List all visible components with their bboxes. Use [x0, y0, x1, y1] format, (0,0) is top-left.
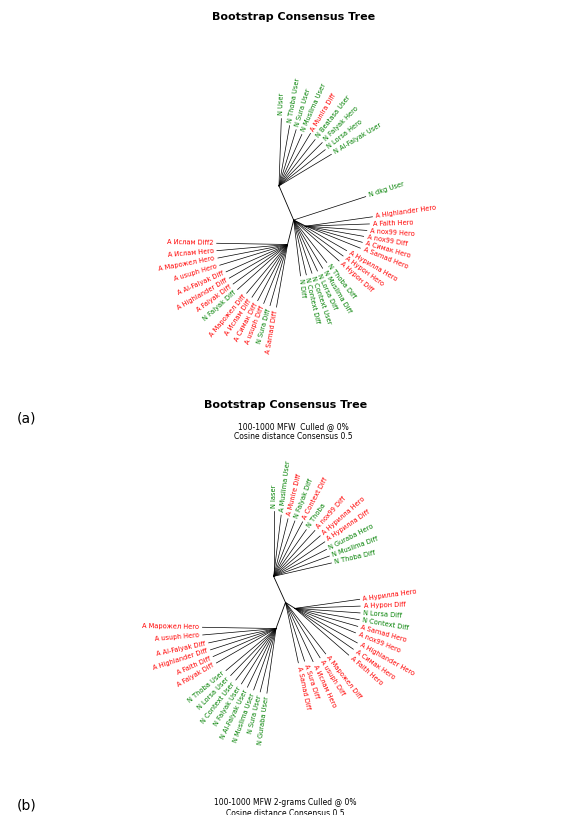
Text: A nox99 Hero: A nox99 Hero [370, 227, 415, 237]
Text: A Марожел Diff: A Марожел Diff [325, 654, 363, 700]
Text: A Falyak Diff: A Falyak Diff [176, 662, 215, 688]
Text: N Falyak User: N Falyak User [213, 685, 242, 727]
Text: A Симак Diff: A Симак Diff [234, 302, 259, 342]
Text: A Марожел Diff: A Марожел Diff [208, 293, 247, 338]
Text: A Munira Diff: A Munira Diff [309, 92, 337, 132]
Text: A Симак Hero: A Симак Hero [355, 649, 396, 681]
Text: (b): (b) [17, 799, 37, 813]
Text: N Guraba User: N Guraba User [257, 696, 270, 746]
Text: A usuph Diff: A usuph Diff [244, 306, 266, 346]
Text: N dkg User: N dkg User [368, 182, 405, 199]
Text: N Lorsa Diff: N Lorsa Diff [363, 610, 403, 619]
Text: N Context Diff: N Context Diff [304, 277, 320, 324]
Text: N User: N User [279, 93, 286, 116]
Text: A Al-Falyak Diff: A Al-Falyak Diff [176, 271, 224, 297]
Text: N Falyak Hero: N Falyak Hero [323, 106, 359, 143]
Text: N Context User: N Context User [310, 275, 332, 325]
Text: 100-1000 MFW  Culled @ 0%
Cosine distance Consensus 0.5: 100-1000 MFW Culled @ 0% Cosine distance… [234, 422, 353, 441]
Text: A Muslima User: A Muslima User [279, 460, 291, 512]
Text: A Falyak Diff: A Falyak Diff [195, 284, 232, 313]
Text: N Thoba Diff: N Thoba Diff [334, 550, 376, 565]
Text: A Ислам Diff2: A Ислам Diff2 [167, 240, 214, 246]
Text: A Samad Diff: A Samad Diff [266, 310, 279, 354]
Text: A Faith Hero: A Faith Hero [349, 655, 384, 686]
Text: N Thoba User: N Thoba User [287, 77, 301, 123]
Text: A Samad Hero: A Samad Hero [360, 624, 408, 643]
Text: A nox99 Hero: A nox99 Hero [357, 632, 401, 654]
Text: A Нурилла Hero: A Нурилла Hero [348, 249, 398, 282]
Text: A Ислам Hero: A Ислам Hero [167, 248, 214, 258]
Text: N Muslima Diff: N Muslima Diff [321, 270, 352, 314]
Text: N Falyak Diff: N Falyak Diff [202, 289, 237, 322]
Text: A Faith Hero: A Faith Hero [372, 219, 413, 227]
Text: A Faith Diff: A Faith Diff [176, 655, 211, 676]
Text: A Highlander Hero: A Highlander Hero [359, 642, 415, 676]
Text: N Guraba Hero: N Guraba Hero [328, 522, 375, 551]
Text: 100-1000 MFW 2-grams Culled @ 0%
Cosine distance Consensus 0.5: 100-1000 MFW 2-grams Culled @ 0% Cosine … [214, 798, 357, 815]
Text: N Sura Diff: N Sura Diff [256, 308, 272, 344]
Text: A Марожел Hero: A Марожел Hero [142, 623, 199, 630]
Text: A Samad Diff: A Samad Diff [296, 666, 311, 709]
Text: A nox99 Diff: A nox99 Diff [315, 496, 347, 530]
Text: A usuph Hero: A usuph Hero [173, 263, 218, 282]
Text: N Lorsa User: N Lorsa User [197, 676, 231, 711]
Text: A Al-Falyak Diff: A Al-Falyak Diff [156, 641, 206, 657]
Text: A Марожел Hero: A Марожел Hero [158, 256, 215, 272]
Text: N Sura User: N Sura User [247, 694, 262, 734]
Text: N Lorsa Hero: N Lorsa Hero [326, 119, 363, 150]
Text: A Sura Diff: A Sura Diff [303, 663, 319, 699]
Text: A Симак Hero: A Симак Hero [365, 240, 411, 259]
Text: N Lorsa Diff: N Lorsa Diff [316, 273, 338, 311]
Text: A Highlander Diff: A Highlander Diff [176, 277, 228, 311]
Text: N Sura User: N Sura User [294, 88, 312, 127]
Text: N Muslima User: N Muslima User [300, 83, 327, 133]
Text: N Muslima Diff: N Muslima Diff [332, 535, 379, 557]
Text: A Ислам Hero: A Ислам Hero [312, 663, 337, 708]
Text: N Thoba: N Thoba [306, 502, 327, 529]
Text: A Нурилла Hero: A Нурилла Hero [321, 496, 366, 536]
Text: A Highlander Diff: A Highlander Diff [152, 648, 208, 672]
Text: N Al-Falyak User: N Al-Falyak User [219, 689, 248, 740]
Text: A Нурилла Hero: A Нурилла Hero [363, 588, 417, 601]
Text: Bootstrap Consensus Tree: Bootstrap Consensus Tree [212, 12, 375, 22]
Text: A Нурон Diff: A Нурон Diff [340, 261, 375, 293]
Text: N Beatasa User: N Beatasa User [315, 95, 351, 139]
Text: A Munire Diff: A Munire Diff [286, 473, 302, 516]
Text: N Thoba Diff: N Thoba Diff [327, 263, 357, 300]
Text: A usuph Hero: A usuph Hero [155, 632, 200, 642]
Text: A Нурилла Diff: A Нурилла Diff [326, 509, 371, 543]
Text: N Context User: N Context User [200, 681, 236, 725]
Text: N Falyak Diff: N Falyak Diff [293, 478, 314, 519]
Text: N Context Diff: N Context Diff [362, 617, 409, 632]
Text: N Muslima User: N Muslima User [232, 692, 255, 743]
Text: Bootstrap Consensus Tree: Bootstrap Consensus Tree [204, 400, 367, 410]
Text: A Нурон Diff: A Нурон Diff [364, 601, 405, 609]
Text: N laser: N laser [271, 484, 276, 508]
Text: A Нурон Hero: A Нурон Hero [344, 255, 385, 288]
Text: A Highlander Hero: A Highlander Hero [375, 205, 437, 219]
Text: (a): (a) [17, 412, 37, 425]
Text: N Thoba User: N Thoba User [187, 671, 226, 704]
Text: A Ислам Diff: A Ислам Diff [224, 298, 252, 337]
Text: A Context Diff: A Context Diff [301, 477, 329, 520]
Text: N Diff: N Diff [298, 279, 306, 298]
Text: N Al-Falyak User: N Al-Falyak User [333, 122, 382, 155]
Text: A usuph Diff: A usuph Diff [319, 659, 346, 697]
Text: A nox99 Diff: A nox99 Diff [367, 234, 407, 247]
Text: A Samad Hero: A Samad Hero [362, 247, 409, 270]
